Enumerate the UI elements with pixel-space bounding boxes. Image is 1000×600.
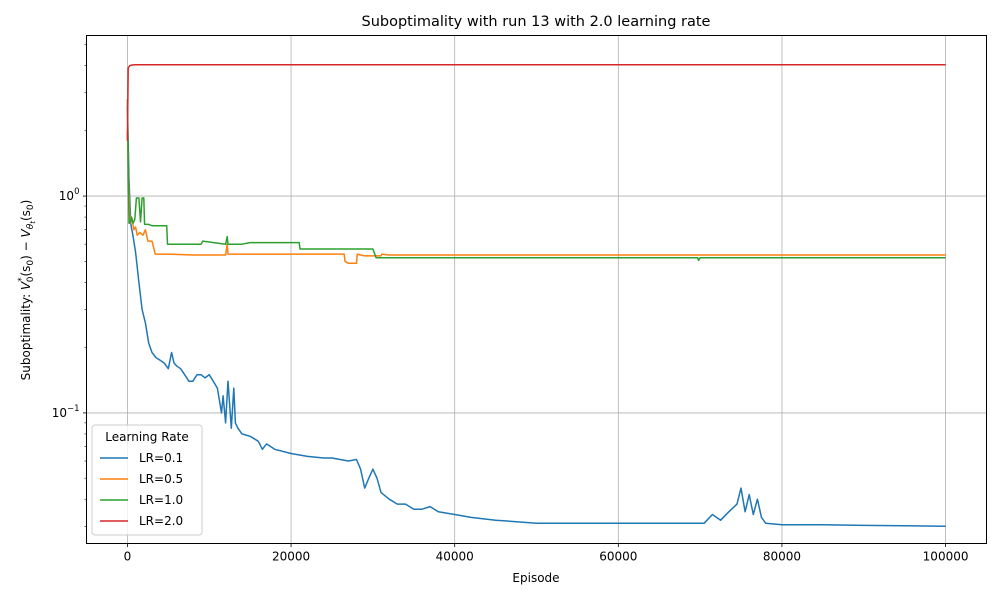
legend-label: LR=0.5	[139, 472, 183, 486]
legend-entries: LR=0.1 LR=0.5 LR=1.0 LR=2.0	[100, 451, 183, 528]
y-axis-label-v-sub: 0	[26, 276, 36, 282]
svg-text:Suboptimality: V*0(s0) − Vθt(s: Suboptimality: V*0(s0) − Vθt(s0)	[17, 200, 37, 381]
x-axis-label: Episode	[512, 571, 559, 585]
x-tick-label: 20000	[272, 550, 310, 564]
y-axis-label-v: V	[19, 281, 33, 290]
y-tick-label-base: 10	[59, 189, 74, 203]
legend: Learning Rate LR=0.1 LR=0.5 LR=1.0 LR=2.0	[91, 424, 203, 536]
y-axis-label-close1: )	[19, 255, 33, 260]
x-tick-layer: 0 20000 40000 60000 80000 100000	[124, 543, 969, 564]
y-axis-label-v-sup: *	[17, 277, 27, 282]
legend-label: LR=1.0	[139, 493, 183, 507]
y-tick-label-exponent: 0	[74, 187, 79, 197]
y-axis-label-arg1: (s	[19, 266, 33, 277]
y-tick-label: 10−1	[52, 404, 80, 420]
y-axis-label-arg2-sub: 0	[26, 204, 36, 210]
series-line-lr-1-0	[126, 99, 946, 262]
y-axis-label-minus: −	[19, 238, 33, 256]
y-tick-label-exponent: −1	[67, 404, 80, 414]
y-axis-label-v2-subsub: t	[29, 221, 37, 224]
chart-title: Suboptimality with run 13 with 2.0 learn…	[362, 14, 711, 30]
x-tick-label: 60000	[599, 550, 637, 564]
series-layer	[126, 64, 946, 528]
legend-label: LR=0.1	[139, 451, 183, 465]
y-axis-label-arg2: (s	[19, 210, 33, 221]
series-line-lr-0-5	[126, 130, 946, 264]
legend-title: Learning Rate	[105, 430, 188, 444]
y-tick-label: 100	[59, 187, 80, 203]
y-axis-label-close2: )	[19, 200, 33, 205]
y-axis-label-v2: V	[19, 229, 33, 238]
x-tick-label: 100000	[923, 550, 969, 564]
series-line-lr-2-0	[126, 64, 946, 141]
y-axis-label-arg1-sub: 0	[26, 260, 36, 266]
legend-frame	[91, 424, 203, 536]
x-tick-label: 0	[124, 550, 132, 564]
plot-frame	[86, 35, 987, 544]
y-axis-label: Suboptimality: V*0(s0) − Vθt(s0)	[17, 200, 37, 381]
x-tick-label: 80000	[763, 550, 801, 564]
y-tick-label-base: 10	[52, 406, 67, 420]
y-axis-label-v2-sub: θ	[26, 223, 36, 229]
series-line-lr-0-1	[126, 106, 946, 528]
legend-label: LR=2.0	[139, 514, 183, 528]
y-axis-label-prefix: Suboptimality:	[19, 290, 33, 380]
x-tick-label: 40000	[436, 550, 474, 564]
